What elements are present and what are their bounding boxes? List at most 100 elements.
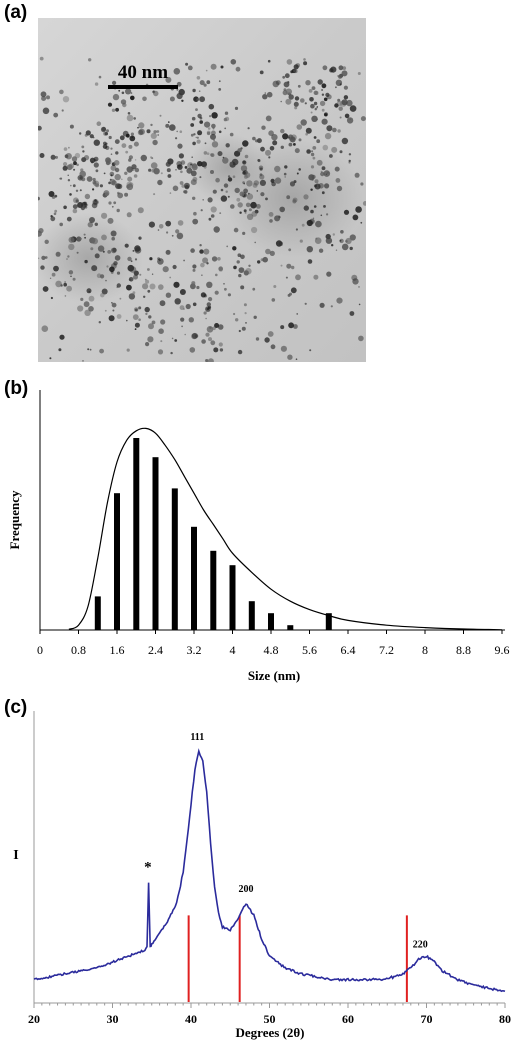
nanoparticle	[119, 297, 122, 300]
peak-label: 220	[413, 940, 428, 951]
nanoparticle	[81, 145, 85, 149]
nanoparticle	[286, 59, 293, 65]
nanoparticle	[256, 190, 259, 192]
nanoparticle	[91, 265, 98, 272]
nanoparticle	[275, 240, 283, 247]
nanoparticle	[191, 281, 196, 286]
nanoparticle	[187, 65, 193, 71]
nanoparticle	[84, 193, 91, 200]
nanoparticle	[206, 152, 210, 155]
nanoparticle	[311, 178, 314, 181]
nanoparticle	[217, 257, 221, 261]
nanoparticle	[128, 158, 132, 162]
nanoparticle	[139, 273, 142, 276]
nanoparticle	[166, 168, 171, 173]
nanoparticle	[256, 204, 261, 209]
nanoparticle	[278, 216, 281, 219]
histogram-bar	[133, 438, 140, 630]
x-tick-label: 8	[422, 643, 428, 657]
nanoparticle	[211, 256, 218, 262]
nanoparticle	[189, 347, 196, 353]
nanoparticle	[125, 88, 132, 95]
nanoparticle	[195, 136, 197, 139]
nanoparticle	[247, 127, 250, 130]
nanoparticle	[196, 136, 199, 139]
nanoparticle	[124, 243, 129, 248]
nanoparticle	[290, 134, 297, 141]
nanoparticle	[177, 220, 184, 226]
nanoparticle	[280, 264, 283, 267]
nanoparticle	[108, 181, 111, 185]
x-tick-label: 40	[185, 1012, 197, 1026]
nanoparticle	[148, 221, 155, 228]
nanoparticle	[321, 108, 325, 112]
histogram-bar	[171, 488, 178, 630]
nanoparticle	[290, 70, 294, 74]
nanoparticle	[137, 207, 144, 214]
nanoparticle	[129, 135, 136, 142]
nanoparticle	[318, 248, 324, 253]
nanoparticle	[284, 176, 286, 178]
nanoparticle	[227, 175, 231, 178]
nanoparticle	[321, 89, 324, 91]
nanoparticle	[150, 132, 157, 139]
nanoparticle	[206, 307, 210, 311]
nanoparticle	[235, 66, 241, 72]
nanoparticle	[103, 172, 106, 175]
nanoparticle	[254, 209, 259, 214]
nanoparticle	[294, 148, 300, 154]
nanoparticle	[127, 256, 132, 262]
y-axis-title: I	[13, 848, 18, 863]
nanoparticle	[72, 277, 76, 281]
nanoparticle	[218, 130, 222, 134]
nanoparticle	[142, 96, 147, 102]
nanoparticle	[336, 297, 343, 304]
nanoparticle	[115, 151, 119, 155]
nanoparticle	[46, 95, 50, 100]
nanoparticle	[110, 174, 113, 177]
nanoparticle	[66, 258, 68, 260]
nanoparticle	[86, 204, 89, 206]
nanoparticle	[211, 141, 219, 148]
nanoparticle	[192, 196, 196, 200]
nanoparticle	[259, 179, 266, 186]
nanoparticle	[313, 136, 317, 139]
nanoparticle	[303, 58, 306, 61]
nanoparticle	[330, 305, 333, 308]
nanoparticle	[44, 239, 49, 244]
x-tick-label: 80	[499, 1012, 511, 1026]
nanoparticle	[313, 274, 319, 280]
nanoparticle	[230, 204, 235, 209]
nanoparticle	[146, 129, 151, 134]
nanoparticle	[59, 222, 63, 227]
nanoparticle	[87, 348, 90, 351]
nanoparticle	[202, 199, 204, 201]
nanoparticle	[231, 158, 239, 166]
nanoparticle	[89, 217, 95, 223]
nanoparticle	[186, 167, 193, 174]
nanoparticle	[73, 161, 77, 166]
nanoparticle	[238, 267, 245, 273]
nanoparticle	[220, 65, 224, 69]
nanoparticle	[314, 91, 319, 95]
nanoparticle	[59, 177, 63, 180]
nanoparticle	[134, 308, 138, 312]
nanoparticle	[296, 313, 299, 315]
nanoparticle	[190, 283, 196, 290]
nanoparticle	[289, 136, 296, 143]
nanoparticle	[268, 130, 274, 136]
nanoparticle	[68, 146, 70, 149]
nanoparticle	[116, 283, 122, 288]
nanoparticle	[265, 115, 272, 122]
nanoparticle	[295, 228, 298, 231]
nanoparticle	[160, 319, 166, 325]
nanoparticle	[197, 161, 203, 167]
x-tick-label: 2.4	[148, 643, 163, 657]
nanoparticle	[171, 337, 174, 340]
nanoparticle	[274, 165, 281, 173]
nanoparticle	[234, 106, 239, 110]
nanoparticle	[212, 127, 215, 130]
nanoparticle	[179, 181, 184, 185]
nanoparticle	[346, 99, 353, 107]
nanoparticle	[67, 255, 70, 258]
